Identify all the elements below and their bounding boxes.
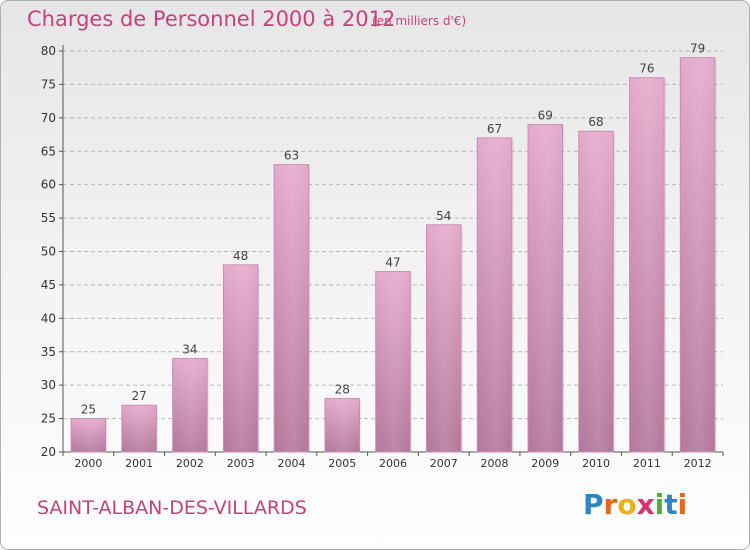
- y-tick-label: 35: [41, 345, 56, 359]
- y-tick-label: 70: [41, 111, 56, 125]
- y-tick-label: 60: [41, 178, 56, 192]
- y-tick-label: 50: [41, 245, 56, 259]
- x-tick-label: 2008: [481, 457, 509, 470]
- brand-letter: r: [603, 488, 618, 521]
- y-tick-label: 20: [41, 445, 56, 459]
- bar-highlight: [71, 418, 106, 452]
- value-label: 27: [132, 389, 147, 403]
- bar-highlight: [172, 358, 208, 452]
- y-tick-label: 65: [41, 144, 56, 158]
- bar-highlight: [578, 131, 614, 452]
- brand-letter: x: [636, 488, 655, 521]
- y-tick-label: 55: [41, 211, 56, 225]
- value-label: 63: [284, 149, 299, 163]
- proxiti-logo: Proxiti: [583, 488, 687, 521]
- y-tick-label: 40: [41, 311, 56, 325]
- value-label: 79: [690, 42, 705, 56]
- x-tick-label: 2001: [125, 457, 153, 470]
- x-tick-label: 2003: [227, 457, 255, 470]
- value-label: 69: [538, 109, 553, 123]
- chart-subtitle: (en milliers d'€): [372, 14, 467, 28]
- bar-highlight: [121, 405, 157, 452]
- brand-letter: i: [677, 488, 688, 521]
- bar-highlight: [680, 57, 715, 452]
- value-label: 47: [385, 256, 400, 270]
- x-tick-label: 2009: [531, 457, 559, 470]
- brand-letter: o: [617, 488, 637, 521]
- x-tick-label: 2010: [582, 457, 610, 470]
- value-label: 48: [233, 249, 248, 263]
- y-tick-label: 80: [41, 44, 56, 58]
- value-label: 68: [588, 115, 603, 129]
- x-tick-label: 2002: [176, 457, 204, 470]
- label-layer: 25 27 34 48 63 28 47 54 67 69 68 76 79: [81, 42, 706, 417]
- y-tick-label: 75: [41, 77, 56, 91]
- chart-title: Charges de Personnel 2000 à 2012: [27, 7, 396, 31]
- value-label: 28: [335, 383, 350, 397]
- value-label: 25: [81, 403, 96, 417]
- bar-highlight: [223, 264, 258, 452]
- y-tick-label: 30: [41, 378, 56, 392]
- bar-highlight: [629, 77, 665, 452]
- x-tick-label: 2007: [430, 457, 458, 470]
- x-tick-label: 2012: [684, 457, 712, 470]
- value-label: 34: [182, 342, 197, 356]
- bar-highlight: [274, 164, 309, 452]
- bar-highlight: [375, 271, 411, 452]
- value-label: 67: [487, 122, 502, 136]
- value-label: 76: [639, 62, 654, 76]
- x-tick-label: 2000: [74, 457, 102, 470]
- bar-highlight: [528, 124, 563, 453]
- x-tick-label: 2006: [379, 457, 407, 470]
- brand-letter: P: [583, 488, 604, 521]
- bar-highlight: [477, 137, 512, 452]
- bar-layer: [70, 57, 717, 453]
- x-tick-label: 2004: [277, 457, 305, 470]
- brand-letter: t: [664, 488, 678, 521]
- y-tick-label: 45: [41, 278, 56, 292]
- brand-letter: i: [654, 488, 665, 521]
- x-tick-label: 2005: [328, 457, 356, 470]
- bar-highlight: [426, 224, 462, 452]
- bar-highlight: [324, 398, 360, 452]
- location-name: SAINT-ALBAN-DES-VILLARDS: [37, 497, 307, 519]
- value-label: 54: [436, 209, 451, 223]
- y-tick-label: 25: [41, 412, 56, 426]
- x-tick-label: 2011: [633, 457, 661, 470]
